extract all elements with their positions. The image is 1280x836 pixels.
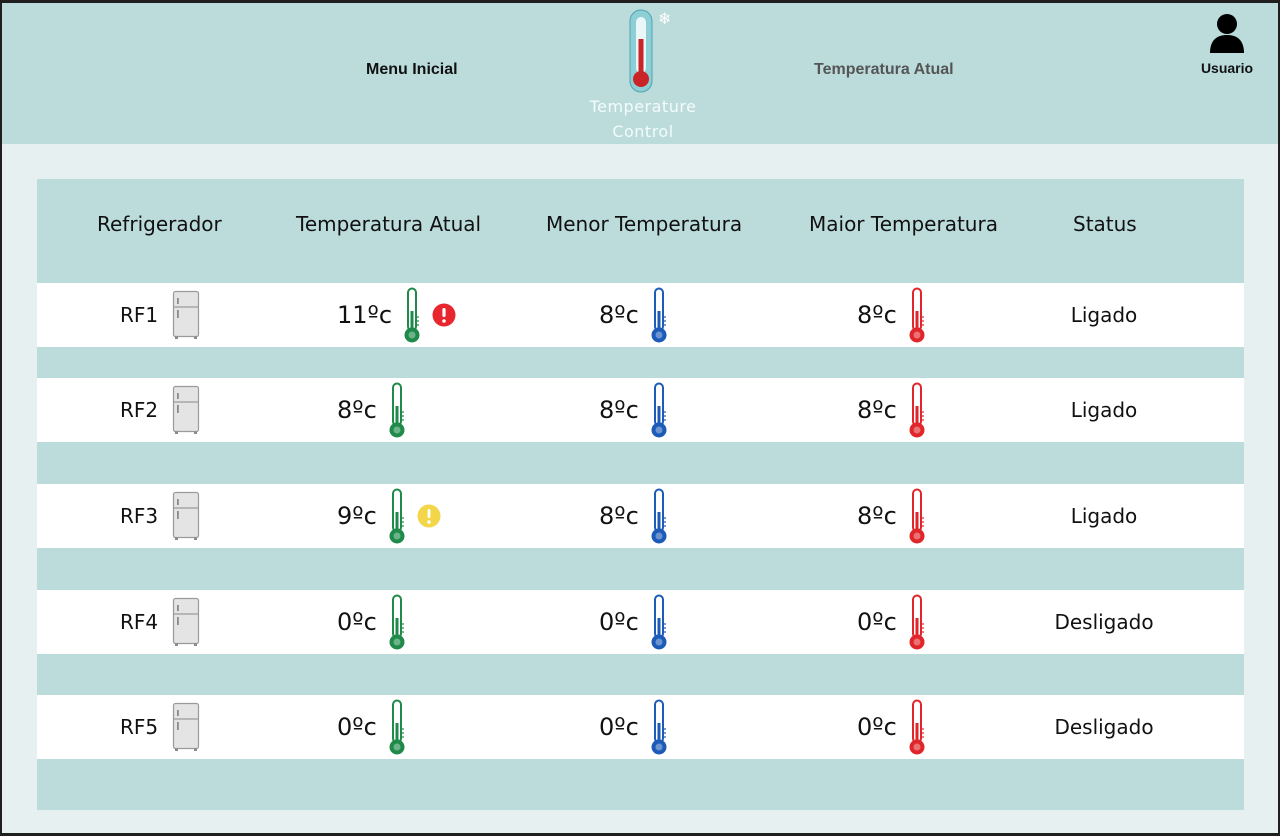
user-menu[interactable]: Usuario	[1192, 13, 1262, 76]
warning-alert-icon	[417, 504, 441, 528]
fridge-icon	[173, 491, 200, 540]
thermometer-min-icon	[651, 488, 667, 544]
status-cell: Ligado	[1004, 283, 1204, 347]
table-row[interactable]: RF3 9ºc 8ºc 8ºc Ligado	[37, 484, 1244, 548]
thermometer-current-icon	[389, 382, 405, 438]
thermometer-max-icon	[909, 699, 925, 755]
current-temperature-cell: 11ºc	[337, 283, 456, 347]
logo-thermometer-icon	[629, 9, 653, 93]
app-frame: Menu Inicial ❄ Temperature Control Tempe…	[2, 3, 1278, 833]
refrigerator-name: RF5	[120, 715, 159, 739]
fridge-icon	[173, 597, 200, 646]
min-temperature-cell: 0ºc	[599, 695, 669, 759]
current-temperature-cell: 0ºc	[337, 590, 407, 654]
thermometer-max-icon	[909, 382, 925, 438]
column-header-temperatura-atual: Temperatura Atual	[296, 212, 482, 236]
snowflake-icon: ❄	[658, 11, 672, 28]
user-icon	[1210, 14, 1244, 53]
status-cell: Desligado	[1004, 590, 1204, 654]
current-temperature-cell: 9ºc	[337, 484, 441, 548]
thermometer-min-icon	[651, 287, 667, 343]
min-temperature: 0ºc	[599, 713, 639, 741]
max-temperature-cell: 8ºc	[857, 484, 927, 548]
refrigerator-name: RF2	[120, 398, 159, 422]
min-temperature-cell: 8ºc	[599, 484, 669, 548]
refrigerator-cell: RF5	[120, 695, 200, 759]
max-temperature-cell: 0ºc	[857, 695, 927, 759]
logo[interactable]: ❄ Temperature Control	[578, 9, 708, 143]
thermometer-current-icon	[389, 699, 405, 755]
max-temperature-cell: 8ºc	[857, 378, 927, 442]
status-cell: Ligado	[1004, 484, 1204, 548]
column-header-menor-temperatura: Menor Temperatura	[546, 212, 743, 236]
status-cell: Ligado	[1004, 378, 1204, 442]
max-temperature: 8ºc	[857, 301, 897, 329]
table-row[interactable]: RF4 0ºc 0ºc 0ºc Desligado	[37, 590, 1244, 654]
thermometer-max-icon	[909, 488, 925, 544]
refrigerator-name: RF4	[120, 610, 159, 634]
min-temperature: 8ºc	[599, 502, 639, 530]
max-temperature-cell: 0ºc	[857, 590, 927, 654]
current-temperature: 8ºc	[337, 396, 377, 424]
table-header: Refrigerador Temperatura Atual Menor Tem…	[37, 179, 1244, 283]
current-temperature-cell: 8ºc	[337, 378, 407, 442]
menu-inicial-link[interactable]: Menu Inicial	[366, 61, 458, 78]
thermometer-current-icon	[389, 594, 405, 650]
table-row[interactable]: RF2 8ºc 8ºc 8ºc Ligado	[37, 378, 1244, 442]
logo-title-line1: Temperature	[589, 97, 697, 116]
min-temperature-cell: 8ºc	[599, 378, 669, 442]
max-temperature: 8ºc	[857, 396, 897, 424]
max-temperature: 8ºc	[857, 502, 897, 530]
refrigerator-cell: RF2	[120, 378, 200, 442]
current-temperature: 11ºc	[337, 301, 393, 329]
refrigerator-cell: RF3	[120, 484, 200, 548]
thermometer-min-icon	[651, 594, 667, 650]
logo-title-line2: Control	[612, 122, 674, 141]
thermometer-current-icon	[404, 287, 420, 343]
thermometer-max-icon	[909, 594, 925, 650]
header: Menu Inicial ❄ Temperature Control Tempe…	[2, 3, 1278, 144]
min-temperature: 8ºc	[599, 396, 639, 424]
current-temperature: 0ºc	[337, 608, 377, 636]
refrigerator-name: RF1	[120, 303, 159, 327]
current-temperature: 0ºc	[337, 713, 377, 741]
min-temperature: 0ºc	[599, 608, 639, 636]
table-row[interactable]: RF5 0ºc 0ºc 0ºc Desligado	[37, 695, 1244, 759]
status-text: Ligado	[1070, 504, 1138, 528]
max-temperature: 0ºc	[857, 713, 897, 741]
current-temperature: 9ºc	[337, 502, 377, 530]
table-row[interactable]: RF1 11ºc 8ºc 8ºc Ligado	[37, 283, 1244, 347]
max-temperature: 0ºc	[857, 608, 897, 636]
min-temperature: 8ºc	[599, 301, 639, 329]
fridge-icon	[173, 385, 200, 434]
refrigerator-cell: RF4	[120, 590, 200, 654]
status-cell: Desligado	[1004, 695, 1204, 759]
column-header-maior-temperatura: Maior Temperatura	[809, 212, 998, 236]
thermometer-min-icon	[651, 699, 667, 755]
fridge-icon	[173, 702, 200, 751]
min-temperature-cell: 0ºc	[599, 590, 669, 654]
column-header-status: Status	[1073, 212, 1137, 236]
thermometer-min-icon	[651, 382, 667, 438]
status-text: Ligado	[1070, 398, 1138, 422]
max-temperature-cell: 8ºc	[857, 283, 927, 347]
current-temperature-cell: 0ºc	[337, 695, 407, 759]
column-header-refrigerador: Refrigerador	[97, 212, 222, 236]
status-text: Ligado	[1070, 303, 1138, 327]
danger-alert-icon	[432, 303, 456, 327]
min-temperature-cell: 8ºc	[599, 283, 669, 347]
user-label: Usuario	[1200, 60, 1254, 76]
status-text: Desligado	[1054, 715, 1154, 739]
temperatura-atual-link[interactable]: Temperatura Atual	[814, 61, 954, 78]
refrigerator-table: Refrigerador Temperatura Atual Menor Tem…	[37, 179, 1244, 810]
status-text: Desligado	[1054, 610, 1154, 634]
refrigerator-cell: RF1	[120, 283, 200, 347]
thermometer-max-icon	[909, 287, 925, 343]
refrigerator-name: RF3	[120, 504, 159, 528]
fridge-icon	[173, 290, 200, 339]
thermometer-current-icon	[389, 488, 405, 544]
